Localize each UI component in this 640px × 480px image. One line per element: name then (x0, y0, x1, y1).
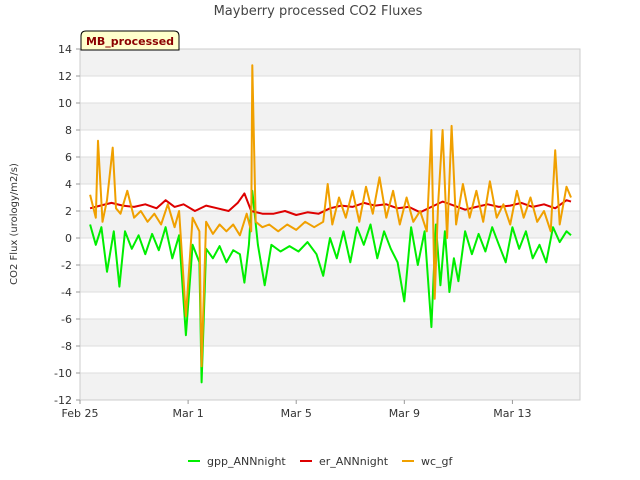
y-axis-ticks: -12 -10 -8 -6 -4 -2 0 2 4 6 8 10 12 14 (54, 43, 80, 407)
y-tick-label: 8 (65, 124, 72, 137)
legend-label: er_ANNnight (319, 455, 389, 468)
series-lines (89, 64, 572, 384)
grid-band (80, 49, 580, 76)
x-axis-ticks: Feb 25 Mar 1 Mar 5 Mar 9 Mar 13 (62, 400, 532, 420)
grid-band (80, 103, 580, 130)
x-tick-label: Mar 9 (389, 407, 420, 420)
grid-band (80, 319, 580, 346)
grid-band (80, 157, 580, 184)
processing-badge: MB_processed (80, 30, 180, 51)
y-tick-label: 4 (65, 178, 72, 191)
legend-label: gpp_ANNnight (207, 455, 286, 468)
series-line-wc-gf (89, 64, 572, 368)
y-tick-label: -6 (61, 313, 72, 326)
series-line-gpp-annnight (89, 189, 572, 384)
y-tick-label: -12 (54, 394, 72, 407)
badge-label: MB_processed (86, 35, 174, 48)
y-tick-label: 12 (58, 70, 72, 83)
grid-band (80, 265, 580, 292)
legend: gpp_ANNnight er_ANNnight wc_gf (188, 455, 454, 468)
y-tick-label: 14 (58, 43, 72, 56)
y-tick-label: 10 (58, 97, 72, 110)
legend-label: wc_gf (421, 455, 454, 468)
badge-box (80, 30, 180, 51)
chart-title: Mayberry processed CO2 Fluxes (214, 4, 423, 19)
x-tick-label: Mar 13 (493, 407, 531, 420)
grid-band (80, 373, 580, 400)
x-tick-label: Mar 1 (172, 407, 203, 420)
grid-bands (80, 49, 580, 400)
y-tick-label: 0 (65, 232, 72, 245)
y-tick-label: 6 (65, 151, 72, 164)
y-tick-label: -10 (54, 367, 72, 380)
y-tick-label: -2 (61, 259, 72, 272)
x-tick-label: Feb 25 (62, 407, 99, 420)
y-axis-label: CO2 Flux (urology/m2/s) (9, 163, 20, 285)
y-tick-label: 2 (65, 205, 72, 218)
x-tick-label: Mar 5 (281, 407, 312, 420)
y-tick-label: -4 (61, 286, 72, 299)
y-tick-label: -8 (61, 340, 72, 353)
plot-frame (79, 48, 581, 401)
